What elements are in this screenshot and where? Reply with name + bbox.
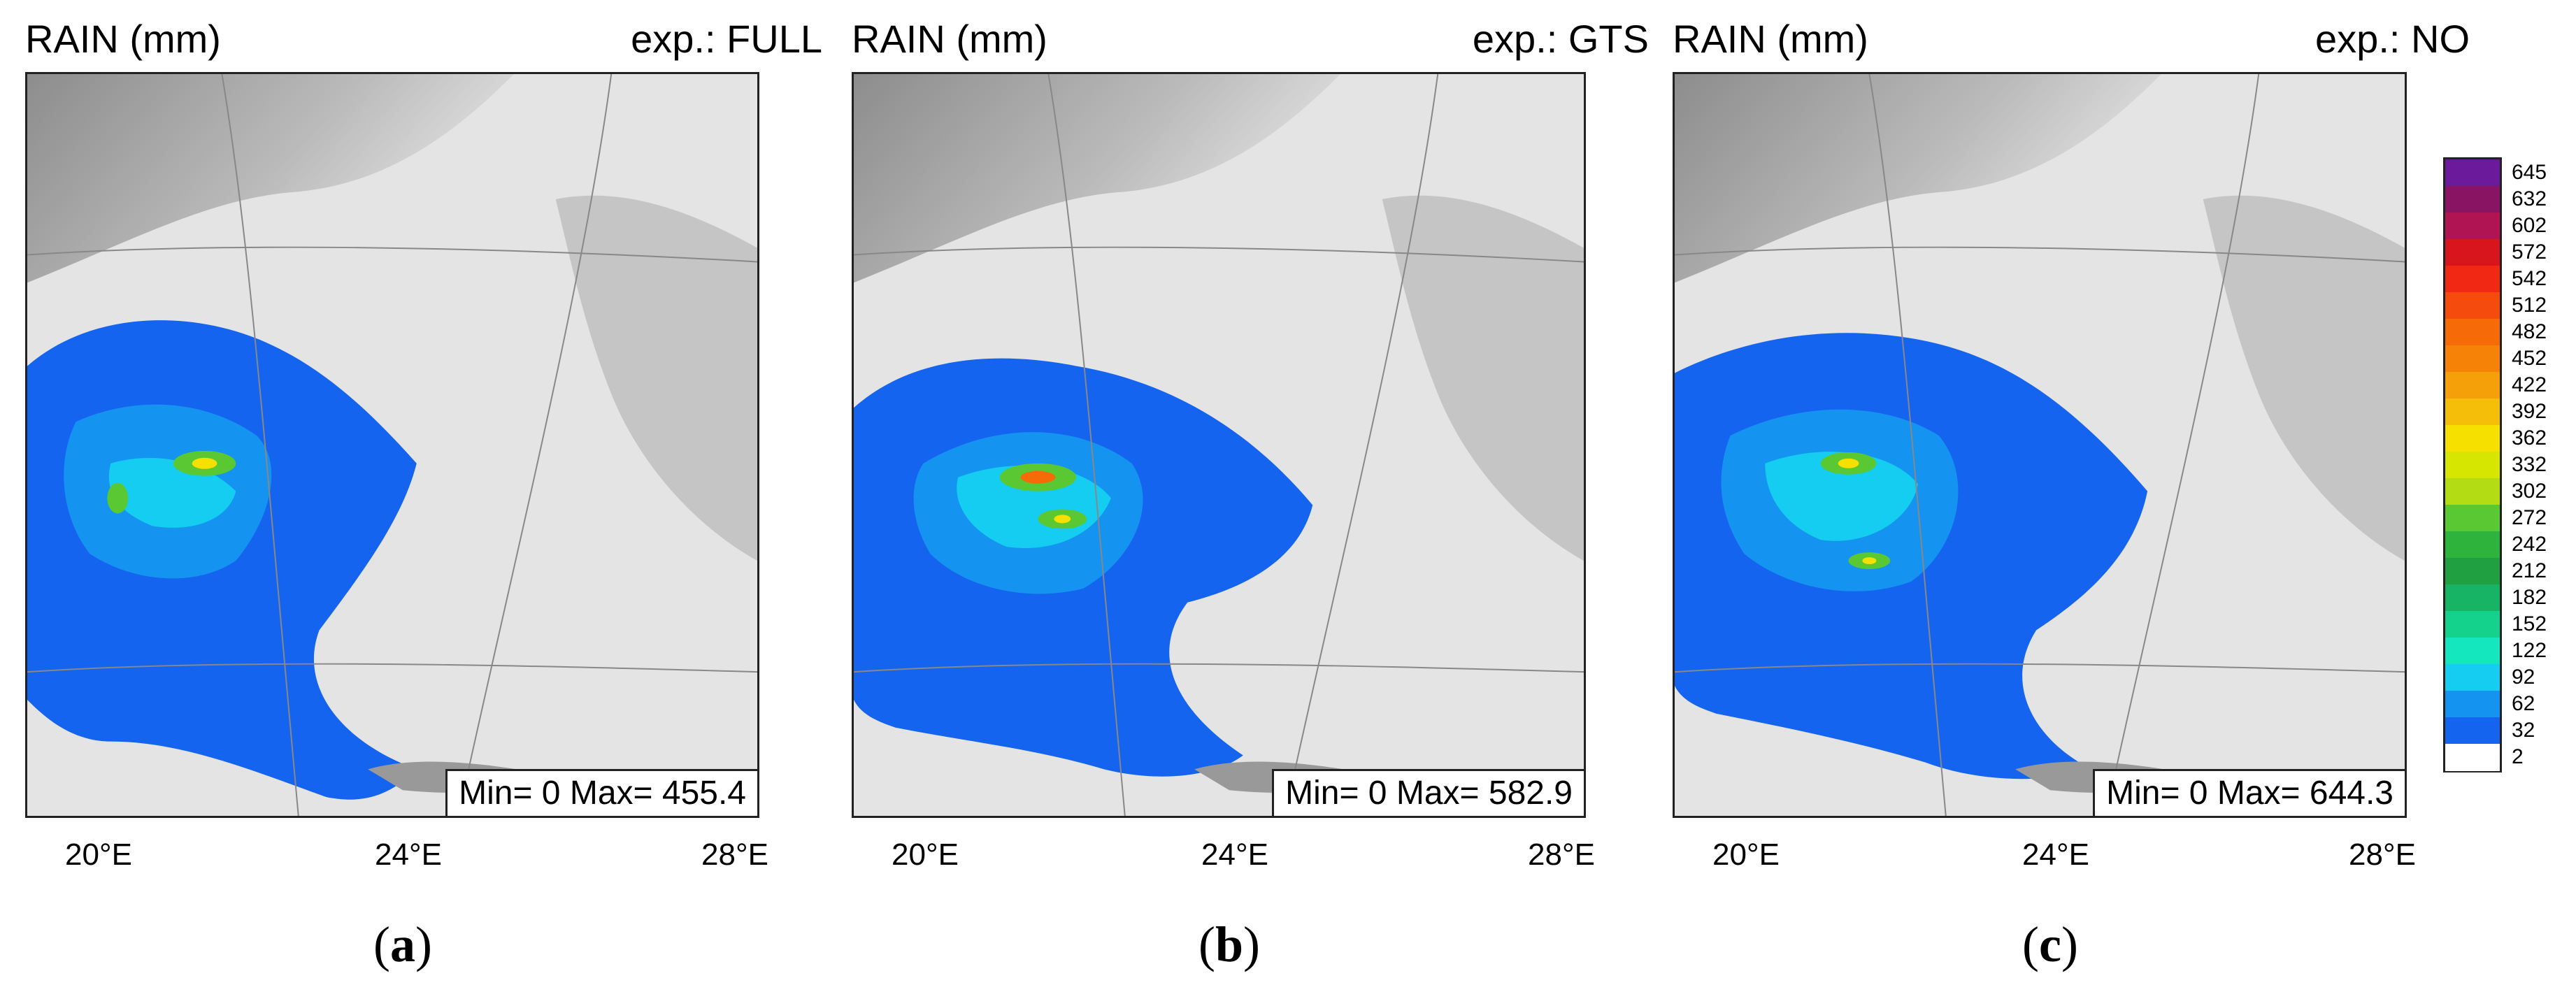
colorbar-label: 122 [2512, 639, 2547, 662]
colorbar-label: 512 [2512, 294, 2547, 317]
panel-a-lon-20: 20°E [65, 838, 132, 872]
colorbar-label: 2 [2512, 745, 2524, 768]
panel-c-map: Min= 0 Max= 644.3 [1673, 72, 2407, 818]
panel-b-experiment: exp.: GTS [1472, 17, 1649, 61]
colorbar-swatch [2445, 717, 2500, 745]
colorbar-label: 152 [2512, 612, 2547, 635]
colorbar-swatch [2445, 531, 2500, 559]
panel-c-caption: (c) [2022, 916, 2078, 972]
colorbar-label: 272 [2512, 506, 2547, 529]
panel-a: RAIN (mm) exp.: FULL Min= 0 Max= 455.4 2… [25, 0, 822, 992]
panel-a-caption: (a) [373, 916, 432, 972]
panel-b-lon-20: 20°E [892, 838, 959, 872]
colorbar-label: 32 [2512, 719, 2535, 742]
colorbar-label: 62 [2512, 692, 2535, 715]
colorbar-swatch [2445, 505, 2500, 532]
colorbar-label: 602 [2512, 214, 2547, 237]
colorbar-swatch [2445, 319, 2500, 346]
panel-c-experiment: exp.: NO [2315, 17, 2470, 61]
colorbar-swatch [2445, 691, 2500, 718]
colorbar-label: 422 [2512, 373, 2547, 396]
colorbar-swatch [2445, 664, 2500, 691]
colorbar-swatch [2445, 478, 2500, 505]
panel-a-map: Min= 0 Max= 455.4 [25, 72, 759, 818]
colorbar-swatch [2445, 186, 2500, 213]
colorbar-label: 212 [2512, 559, 2547, 582]
colorbar-label: 182 [2512, 586, 2547, 609]
panel-a-lon-28: 28°E [701, 838, 768, 872]
colorbar-legend: 645 632 602 572 542 512 482 452 422 392 362 332 302 2… [2443, 157, 2576, 772]
colorbar-swatch [2445, 744, 2500, 771]
colorbar-label: 362 [2512, 426, 2547, 450]
colorbar-swatch [2445, 584, 2500, 612]
colorbar-swatch [2445, 159, 2500, 187]
panel-a-lon-24: 24°E [375, 838, 442, 872]
colorbar-swatch [2445, 425, 2500, 452]
panel-a-stats: Min= 0 Max= 455.4 [445, 769, 757, 816]
colorbar-label: 482 [2512, 320, 2547, 343]
colorbar-swatch [2445, 558, 2500, 585]
colorbar-label: 452 [2512, 347, 2547, 370]
colorbar-label: 542 [2512, 267, 2547, 290]
panel-a-field-title: RAIN (mm) [25, 17, 221, 61]
panel-b-lon-28: 28°E [1528, 838, 1595, 872]
colorbar-label: 632 [2512, 187, 2547, 210]
colorbar-swatch [2445, 239, 2500, 266]
colorbar-swatch [2445, 213, 2500, 240]
panel-c-field-title: RAIN (mm) [1673, 17, 1868, 61]
panel-b-field-title: RAIN (mm) [852, 17, 1047, 61]
panel-b: RAIN (mm) exp.: GTS Min= 0 Max= 582.9 20… [852, 0, 1649, 992]
panel-b-map: Min= 0 Max= 582.9 [852, 72, 1586, 818]
panel-c: RAIN (mm) exp.: NO Min= 0 Max= 644.3 20°… [1673, 0, 2470, 992]
colorbar-label: 392 [2512, 400, 2547, 423]
colorbar-label: 332 [2512, 453, 2547, 476]
colorbar-swatch [2445, 292, 2500, 319]
colorbar-swatch [2445, 611, 2500, 638]
colorbar-label: 92 [2512, 666, 2535, 689]
colorbar-swatch [2445, 372, 2500, 399]
panel-b-caption: (b) [1198, 916, 1261, 972]
colorbar-label: 645 [2512, 161, 2547, 184]
colorbar-swatch [2445, 398, 2500, 426]
panel-a-experiment: exp.: FULL [631, 17, 822, 61]
colorbar-label: 302 [2512, 480, 2547, 503]
panel-c-lon-28: 28°E [2349, 838, 2416, 872]
colorbar-box [2443, 157, 2502, 772]
colorbar-label: 242 [2512, 533, 2547, 556]
colorbar-swatch [2445, 452, 2500, 479]
colorbar-swatch [2445, 345, 2500, 373]
panel-b-stats: Min= 0 Max= 582.9 [1272, 769, 1584, 816]
panel-c-lon-20: 20°E [1712, 838, 1780, 872]
colorbar-swatch [2445, 638, 2500, 665]
panel-b-lon-24: 24°E [1201, 838, 1268, 872]
colorbar-label: 572 [2512, 240, 2547, 264]
panel-c-stats: Min= 0 Max= 644.3 [2093, 769, 2405, 816]
panel-c-lon-24: 24°E [2022, 838, 2089, 872]
colorbar-swatch [2445, 266, 2500, 293]
